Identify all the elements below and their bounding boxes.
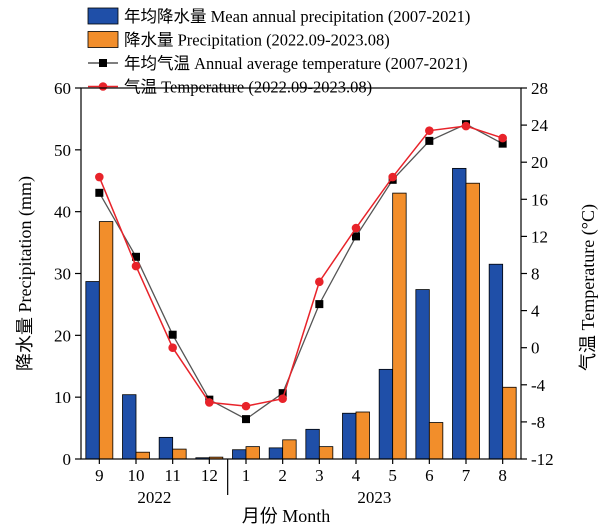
legend-label-2: 年均气温 Annual average temperature (2007-20… — [124, 54, 468, 73]
lines — [95, 120, 507, 424]
bar-precip-11 — [172, 448, 187, 460]
x-tick-label-5: 5 — [388, 466, 397, 485]
bar-precip-2 — [282, 439, 297, 460]
bar-precip-10 — [135, 451, 150, 460]
legend-swatch-0 — [87, 7, 119, 25]
legend-swatch-1 — [87, 31, 119, 48]
point-temp-2 — [278, 394, 287, 404]
legend-label-0: 年均降水量 Mean annual precipitation (2007-20… — [124, 7, 470, 26]
point-mean-temp-10 — [132, 252, 140, 261]
bar-precip-1 — [245, 446, 260, 460]
point-mean-temp-9 — [95, 188, 104, 197]
y-left-tick-label: 60 — [54, 79, 71, 98]
x-tick-label-10: 10 — [128, 466, 145, 485]
y-left-tick-label: 0 — [63, 450, 72, 469]
bar-mean-precip-5 — [378, 368, 394, 460]
bar-precip-7 — [465, 182, 480, 460]
point-temp-9 — [95, 172, 104, 182]
year-label-2023: 2023 — [357, 488, 391, 507]
bar-mean-precip-6 — [415, 289, 430, 460]
y-axis-left-title: 降水量 Precipitation (mm) — [15, 176, 36, 371]
bars — [85, 167, 517, 460]
bar-mean-precip-7 — [452, 167, 467, 460]
point-temp-11 — [168, 343, 177, 353]
y-right-tick-label: 24 — [531, 116, 549, 135]
point-mean-temp-6 — [425, 136, 434, 145]
y-right-tick-label: 20 — [531, 153, 548, 172]
x-tick-label-2: 2 — [278, 466, 287, 485]
point-temp-4 — [351, 223, 361, 233]
bar-mean-precip-1 — [232, 449, 247, 460]
y-left-tick-label: 30 — [54, 265, 71, 284]
y-right-tick-label: -8 — [531, 413, 545, 432]
x-tick-label-6: 6 — [425, 466, 434, 485]
y-right-tick-label: 4 — [531, 302, 540, 321]
point-mean-temp-3 — [315, 300, 324, 309]
y-left-tick-label: 10 — [54, 388, 71, 407]
y-right-tick-label: 8 — [531, 265, 540, 284]
point-mean-temp-8 — [498, 139, 507, 148]
y-right-tick-label: 16 — [531, 190, 548, 209]
point-temp-5 — [388, 172, 397, 182]
point-mean-temp-4 — [352, 232, 360, 241]
y-left-tick-label: 40 — [54, 203, 71, 222]
x-tick-label-4: 4 — [352, 466, 361, 485]
bar-precip-5 — [392, 192, 407, 460]
bar-precip-6 — [428, 422, 444, 460]
point-temp-6 — [425, 126, 434, 135]
point-temp-3 — [315, 277, 324, 287]
point-temp-12 — [205, 398, 214, 407]
point-temp-8 — [498, 133, 507, 143]
y-right-tick-label: 0 — [531, 339, 540, 358]
x-tick-label-8: 8 — [498, 466, 507, 485]
bar-precip-9 — [98, 221, 114, 460]
bar-mean-precip-11 — [158, 436, 174, 460]
x-tick-label-1: 1 — [242, 466, 251, 485]
x-tick-label-11: 11 — [164, 466, 180, 485]
y-left-tick-label: 50 — [54, 141, 71, 160]
x-tick-label-9: 9 — [95, 466, 104, 485]
x-tick-label-12: 12 — [201, 466, 218, 485]
y-axis-right-title: 气温 Temperature (°C) — [578, 204, 599, 371]
point-mean-temp-1 — [242, 415, 250, 424]
point-temp-1 — [241, 401, 251, 411]
bar-precip-8 — [502, 386, 517, 460]
bar-precip-4 — [355, 411, 370, 460]
bar-mean-precip-10 — [122, 394, 137, 460]
bar-precip-3 — [318, 446, 334, 460]
point-mean-temp-11 — [168, 330, 177, 339]
y-right-tick-label: -4 — [531, 376, 546, 395]
bar-mean-precip-4 — [342, 412, 357, 460]
point-temp-10 — [131, 261, 141, 271]
line-temp — [98, 125, 503, 407]
x-tick-label-3: 3 — [315, 466, 324, 485]
legend-label-1: 降水量 Precipitation (2022.09-2023.08) — [124, 31, 390, 50]
legend-marker-2 — [99, 59, 107, 67]
x-tick-label-7: 7 — [462, 466, 471, 485]
point-temp-7 — [461, 121, 471, 131]
bar-mean-precip-2 — [268, 447, 284, 460]
bar-mean-precip-8 — [488, 263, 504, 460]
line-mean-temp — [98, 123, 503, 420]
y-right-tick-label: -12 — [531, 450, 554, 469]
legend: 年均降水量 Mean annual precipitation (2007-20… — [87, 7, 470, 97]
legend-label-3: 气温 Temperature (2022.09-2023.08) — [124, 78, 372, 97]
point-mean-temp-2 — [278, 389, 287, 398]
y-right-tick-label: 28 — [531, 79, 548, 98]
bar-mean-precip-9 — [85, 281, 100, 460]
bar-mean-precip-3 — [305, 428, 320, 460]
x-axis-title: 月份 Month — [242, 506, 331, 526]
y-left-tick-label: 20 — [54, 326, 71, 345]
y-right-tick-label: 12 — [531, 227, 548, 246]
legend-marker-3 — [98, 82, 108, 91]
year-label-2022: 2022 — [137, 488, 171, 507]
